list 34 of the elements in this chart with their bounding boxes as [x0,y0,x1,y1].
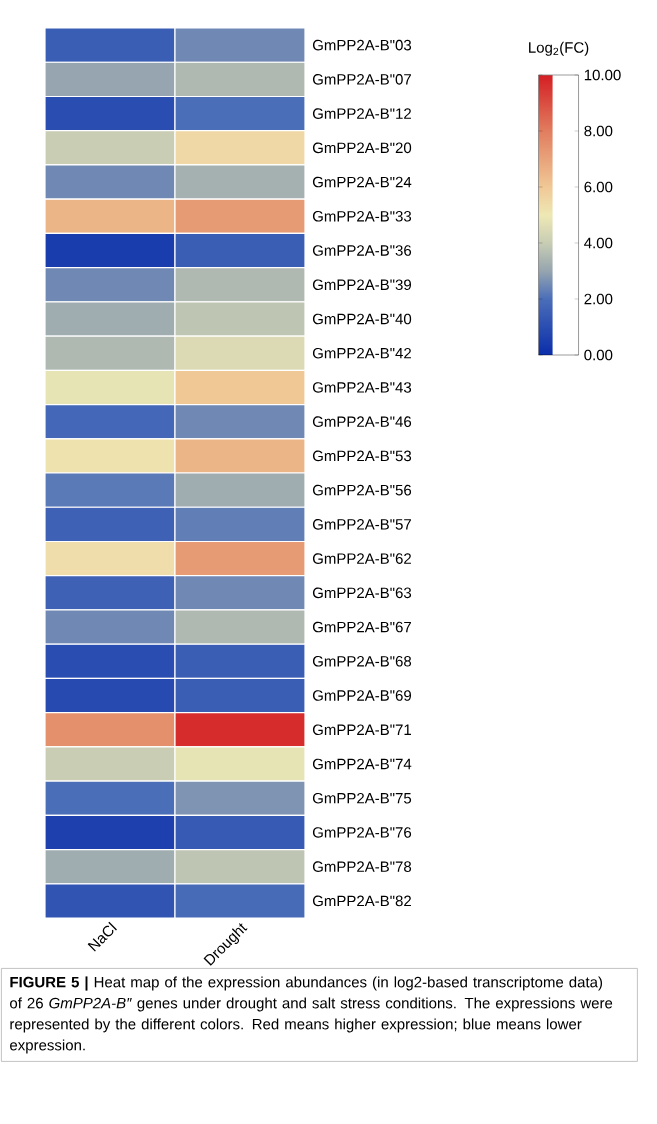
y-tick-label: GmPP2A-B"75 [312,792,412,804]
y-tick-label: GmPP2A-B"53 [312,450,412,462]
y-tick-label: GmPP2A-B"46 [312,416,412,427]
y-tick-label: GmPP2A-B"43 [312,382,412,393]
color-bar-label: 6.00 [584,181,613,193]
color-bar-label: 4.00 [584,237,613,249]
y-tick-label: GmPP2A-B"69 [312,690,412,701]
text: FIGURE 5 | Heat map of the expression abundances (in log2-based transcriptome data) of 26 GmPP2A-B″ genes under drought and salt stress conditions. The expressions were represented by the different colors. Red means higher expression; blue means lower expression. [10,976,613,1054]
y-tick-label: GmPP2A-B"20 [312,142,412,154]
y-tick-label: GmPP2A-B"07 [312,74,411,85]
y-tick-label: GmPP2A-B"33 [312,210,412,222]
y-tick-label: GmPP2A-B"40 [312,313,412,325]
y-tick-label: GmPP2A-B"56 [312,484,412,496]
color-bar-label: 10.00 [584,69,621,81]
y-tick-label: GmPP2A-B"67 [312,621,411,633]
y-tick-label: GmPP2A-B"24 [312,176,412,188]
y-tick-label: GmPP2A-B"71 [312,724,411,736]
y-tick-label: GmPP2A-B"78 [312,861,412,872]
y-tick-label: GmPP2A-B"74 [312,758,412,770]
y-tick-label: GmPP2A-B"03 [312,39,412,51]
y-tick-label: GmPP2A-B"36 [312,245,412,256]
color-bar-label: 8.00 [584,125,613,137]
y-tick-label: GmPP2A-B"63 [312,587,412,599]
color-bar-label: 2.00 [584,293,613,305]
y-tick-label: GmPP2A-B"57 [312,519,411,530]
y-tick-label: GmPP2A-B"39 [312,279,412,291]
y-tick-label: GmPP2A-B"82 [312,895,411,907]
color-bar-label: 0.00 [584,349,613,361]
y-tick-label: GmPP2A-B"68 [312,655,412,667]
y-tick-label: GmPP2A-B"12 [312,108,411,119]
color-bar-title: Log$_{2}$(FC) [529,41,589,56]
y-tick-label: GmPP2A-B"42 [312,347,411,359]
y-tick-label: GmPP2A-B"76 [312,827,412,838]
y-tick-label: GmPP2A-B"62 [312,553,411,564]
